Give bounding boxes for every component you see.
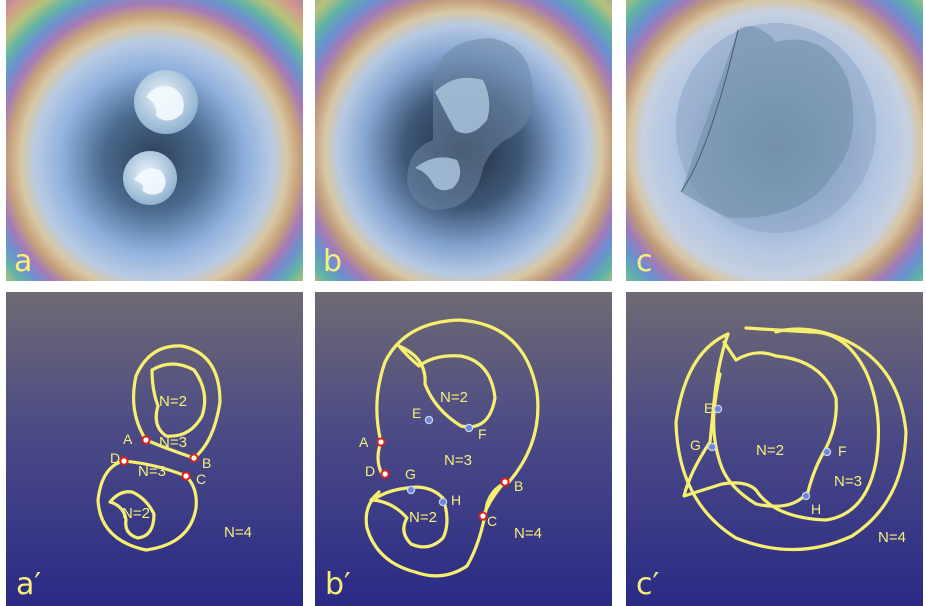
point-f-marker: [464, 423, 474, 433]
point-h-marker: [438, 497, 448, 507]
micrograph-c: c: [626, 0, 923, 281]
region-label-upper-middle: N=3: [159, 434, 187, 451]
panel-label-a: a: [14, 244, 32, 279]
point-c-marker: [478, 511, 488, 521]
panel-label-a-prime: a′: [16, 567, 41, 602]
inner-boundary: [712, 340, 838, 508]
upper-inner-boundary: [397, 344, 497, 429]
point-f-label: F: [838, 443, 847, 459]
point-e-marker: [713, 404, 723, 414]
point-c-marker: [181, 471, 191, 481]
panel-label-c: c: [636, 244, 653, 279]
point-a-marker: [141, 435, 151, 445]
diagram-c-prime: E F G H N=2 N=3 N=4 c′: [626, 292, 923, 606]
lower-inner-boundary: [108, 490, 156, 540]
region-label-upper-inner: N=2: [159, 393, 187, 410]
micrograph-b: b: [315, 0, 612, 281]
point-g-label: G: [690, 437, 701, 453]
point-e-label: E: [704, 400, 713, 416]
point-a-label: A: [123, 431, 133, 447]
diagram-b-prime: A B C D E F G H N=2 N=3 N=2 N=4 b′: [315, 292, 612, 606]
region-label-lower-middle: N=3: [138, 463, 166, 480]
panel-label-b: b: [323, 244, 342, 279]
region-label-outer: N=4: [878, 529, 906, 546]
point-c-label: C: [196, 471, 206, 487]
diagram-a-prime: A B C D N=2 N=3 N=3 N=2 N=4 a′: [6, 292, 303, 606]
point-g-marker: [707, 442, 717, 452]
region-label-middle: N=3: [834, 473, 862, 490]
point-b-label: B: [514, 478, 523, 494]
point-h-marker: [801, 491, 811, 501]
region-label-inner: N=2: [756, 442, 784, 459]
region-label-outer: N=4: [514, 525, 542, 542]
point-b-marker: [500, 477, 510, 487]
region-label-upper-inner: N=2: [440, 389, 468, 406]
upper-outer-boundary: [131, 344, 222, 460]
point-h-label: H: [451, 492, 461, 508]
region-label-middle: N=3: [444, 452, 472, 469]
region-label-lower-inner: N=2: [409, 509, 437, 526]
point-d-marker: [119, 456, 129, 466]
point-g-marker: [406, 485, 416, 495]
point-f-label: F: [478, 426, 487, 442]
point-h-label: H: [811, 501, 821, 517]
point-d-marker: [380, 469, 390, 479]
lower-outer-boundary: [96, 459, 198, 552]
micrograph-a: a: [6, 0, 303, 281]
point-b-marker: [189, 453, 199, 463]
point-a-marker: [376, 437, 386, 447]
upper-inner-boundary: [150, 362, 207, 438]
point-b-label: B: [202, 455, 211, 471]
middle-boundary: [682, 326, 881, 522]
panel-label-c-prime: c′: [636, 567, 659, 602]
outer-boundary: [674, 327, 908, 552]
point-d-label: D: [110, 450, 120, 466]
point-a-label: A: [359, 434, 369, 450]
lower-inner-boundary: [371, 485, 449, 549]
region-label-outer: N=4: [224, 524, 252, 541]
point-g-label: G: [405, 466, 416, 482]
region-label-lower-inner: N=2: [122, 505, 150, 522]
point-f-marker: [822, 447, 832, 457]
point-c-label: C: [487, 513, 497, 529]
point-e-label: E: [412, 405, 421, 421]
point-e-marker: [424, 415, 434, 425]
panel-label-b-prime: b′: [325, 567, 351, 602]
neck-lower: [122, 459, 188, 478]
point-d-label: D: [365, 463, 375, 479]
